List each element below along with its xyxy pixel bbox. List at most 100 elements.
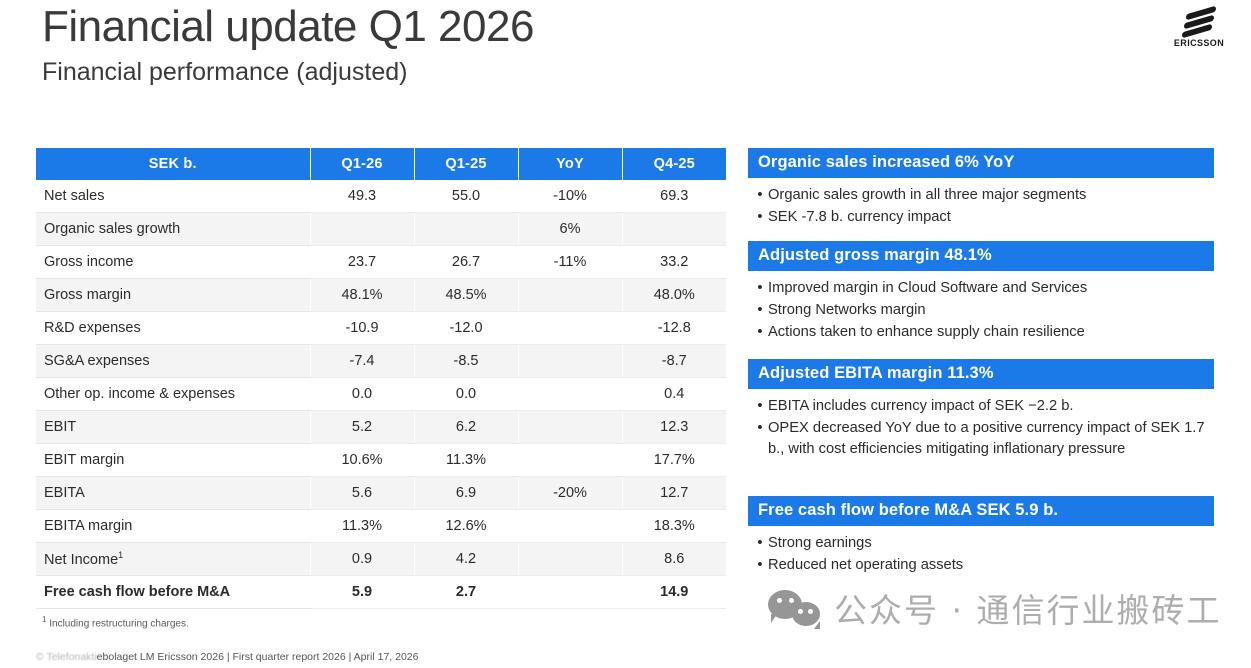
cell-q1-26: 23.7 (310, 245, 415, 279)
list-item: • Strong earnings (752, 533, 1212, 554)
cell-q4-25 (622, 212, 726, 246)
list-item: • Organic sales growth in all three major… (752, 185, 1212, 206)
cell-yoy (518, 311, 623, 345)
wechat-icon (768, 586, 824, 630)
row-label: Net Income1 (36, 542, 311, 576)
page-subtitle: Financial performance (adjusted) (42, 58, 408, 86)
cell-q4-25: 12.7 (622, 476, 726, 510)
column-header-q4-25: Q4-25 (622, 148, 726, 180)
cell-q1-26: 10.6% (310, 443, 415, 477)
cell-yoy (518, 410, 623, 444)
cell-q1-25: 2.7 (414, 575, 519, 609)
row-label: SG&A expenses (36, 344, 311, 378)
bullet-icon: • (757, 208, 763, 225)
row-label: Other op. income & expenses (36, 377, 311, 411)
wechat-watermark: 公众号 · 通信行业搬砖工 (768, 584, 1221, 632)
cell-q1-25: 26.7 (414, 245, 519, 279)
highlight-panel: Adjusted gross margin 48.1% • Improved mar… (748, 241, 1214, 344)
row-label: Net sales (36, 180, 311, 213)
row-label: EBIT margin (36, 443, 311, 477)
table-row: Other op. income & expenses 0.0 0.0 0.4 (36, 377, 726, 411)
cell-q1-26: 0.9 (310, 542, 415, 576)
cell-q1-26: 0.0 (310, 377, 415, 411)
table-row: EBIT margin 10.6% 11.3% 17.7% (36, 443, 726, 477)
footer-obscured-prefix: © Telefonakti (36, 651, 97, 663)
panel-body: • Organic sales growth in all three major… (748, 178, 1214, 228)
cell-q1-26: -10.9 (310, 311, 415, 345)
highlight-panel: Free cash flow before M&A SEK 5.9 b. • Str… (748, 496, 1214, 577)
cell-q1-25: 11.3% (414, 443, 519, 477)
cell-yoy (518, 344, 623, 378)
bullet-text: Actions taken to enhance supply chain re… (768, 323, 1085, 340)
cell-q1-25: -12.0 (414, 311, 519, 345)
list-item: • SEK -7.8 b. currency impact (752, 207, 1212, 228)
bullet-text: EBITA includes currency impact of SEK −2… (768, 397, 1074, 414)
slide-footer: © Telefonaktiebolaget LM Ericsson 2026 |… (36, 651, 418, 663)
cell-q1-25: 6.2 (414, 410, 519, 444)
bullet-text: Improved margin in Cloud Software and Se… (768, 279, 1088, 296)
cell-q4-25: 8.6 (622, 542, 726, 576)
bullet-text: Organic sales growth in all three major … (768, 186, 1087, 203)
footnote-marker: 1 (42, 615, 47, 624)
row-label-superscript: 1 (118, 550, 124, 561)
cell-q4-25: 48.0% (622, 278, 726, 312)
cell-q1-25 (414, 212, 519, 246)
bullet-icon: • (757, 556, 763, 573)
bullet-icon: • (757, 534, 763, 551)
cell-q1-25: -8.5 (414, 344, 519, 378)
column-header-yoy: YoY (518, 148, 623, 180)
cell-yoy: -20% (518, 476, 623, 510)
cell-yoy (518, 575, 623, 609)
cell-q4-25: 33.2 (622, 245, 726, 279)
list-item: • Strong Networks margin (752, 300, 1212, 321)
cell-q1-25: 6.9 (414, 476, 519, 510)
ericsson-bars-icon (1181, 5, 1217, 39)
table-header-row: SEK b. Q1-26 Q1-25 YoY Q4-25 (36, 148, 726, 180)
bullet-text: Strong earnings (768, 534, 872, 551)
page-title: Financial update Q1 2026 (42, 2, 534, 51)
cell-q1-25: 0.0 (414, 377, 519, 411)
table-row: Organic sales growth 6% (36, 212, 726, 246)
panel-heading: Free cash flow before M&A SEK 5.9 b. (748, 496, 1214, 526)
bullet-icon: • (757, 397, 763, 414)
row-label: EBITA (36, 476, 311, 510)
table-row: Gross income 23.7 26.7 -11% 33.2 (36, 245, 726, 279)
cell-q4-25: 12.3 (622, 410, 726, 444)
row-label: EBITA margin (36, 509, 311, 543)
cell-yoy (518, 509, 623, 543)
cell-q4-25: 17.7% (622, 443, 726, 477)
cell-yoy (518, 377, 623, 411)
cell-q1-26: 49.3 (310, 180, 415, 213)
list-item: • Reduced net operating assets (752, 555, 1212, 576)
row-label: R&D expenses (36, 311, 311, 345)
cell-yoy (518, 542, 623, 576)
ericsson-logo-text: ERICSSON (1173, 38, 1225, 48)
table-row: EBITA margin 11.3% 12.6% 18.3% (36, 509, 726, 543)
table-body: Net sales 49.3 55.0 -10% 69.3 Organic sales g… (36, 180, 726, 609)
highlight-panel: Organic sales increased 6% YoY • Organic s… (748, 148, 1214, 229)
table-row: EBIT 5.2 6.2 12.3 (36, 410, 726, 444)
footnote-text: Including restructuring charges. (46, 618, 189, 630)
table-row: Gross margin 48.1% 48.5% 48.0% (36, 278, 726, 312)
cell-yoy: -11% (518, 245, 623, 279)
bullet-text: Strong Networks margin (768, 301, 926, 318)
table-row: Net Income1 0.9 4.2 8.6 (36, 542, 726, 576)
ericsson-logo: ERICSSON (1167, 5, 1231, 54)
table-footnote: 1 Including restructuring charges. (42, 615, 189, 629)
list-item: • OPEX decreased YoY due to a positive cu… (752, 418, 1212, 460)
table-row: Net sales 49.3 55.0 -10% 69.3 (36, 180, 726, 213)
row-label: Organic sales growth (36, 212, 311, 246)
bullet-icon: • (757, 419, 763, 436)
cell-yoy (518, 443, 623, 477)
column-header-q1-26: Q1-26 (310, 148, 415, 180)
cell-q1-25: 4.2 (414, 542, 519, 576)
highlight-panel: Adjusted EBITA margin 11.3% • EBITA includ… (748, 359, 1214, 461)
cell-q4-25: 18.3% (622, 509, 726, 543)
row-label: Gross income (36, 245, 311, 279)
bullet-text: SEK -7.8 b. currency impact (768, 208, 951, 225)
panel-body: • Strong earnings • Reduced net operating a… (748, 526, 1214, 576)
bullet-icon: • (757, 279, 763, 296)
footer-text: ebolaget LM Ericsson 2026 | First quarte… (96, 651, 419, 663)
bullet-icon: • (757, 323, 763, 340)
panel-heading: Adjusted EBITA margin 11.3% (748, 359, 1214, 389)
